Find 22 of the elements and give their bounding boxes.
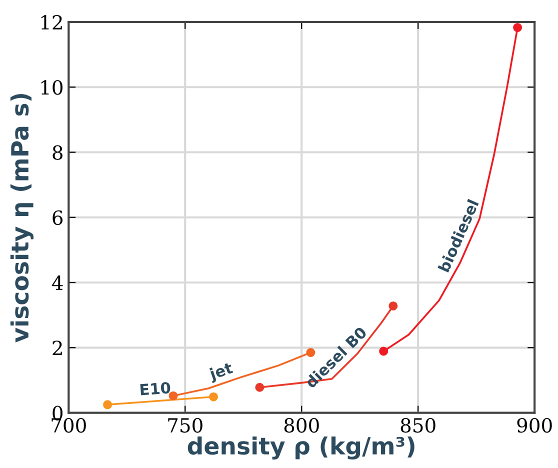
- x-axis-title: density ρ (kg/m³): [188, 436, 414, 460]
- x-tick-label: 800: [284, 418, 319, 433]
- y-tick-label: 4: [52, 275, 63, 290]
- y-tick-label: 2: [52, 340, 62, 356]
- text: jet: [208, 361, 234, 384]
- point: [103, 400, 112, 410]
- point: [513, 23, 522, 32]
- y-tick-label: 10: [41, 80, 62, 95]
- x-tick-label: 750: [168, 418, 202, 433]
- point: [255, 382, 264, 392]
- y-tick-label: 8: [52, 145, 62, 160]
- x-tick-label: 850: [400, 418, 436, 433]
- point: [379, 346, 388, 356]
- point: [168, 391, 178, 400]
- point: [388, 301, 398, 310]
- x-tick-label: 700: [52, 418, 86, 433]
- y-axis-title: viscosity η (mPa s): [10, 94, 34, 342]
- y-tick-label: 6: [52, 210, 63, 226]
- x-tick-label: 900: [517, 418, 552, 433]
- y-tick-label: 12: [41, 14, 62, 30]
- point: [209, 392, 218, 402]
- series-label: E10: [140, 382, 171, 396]
